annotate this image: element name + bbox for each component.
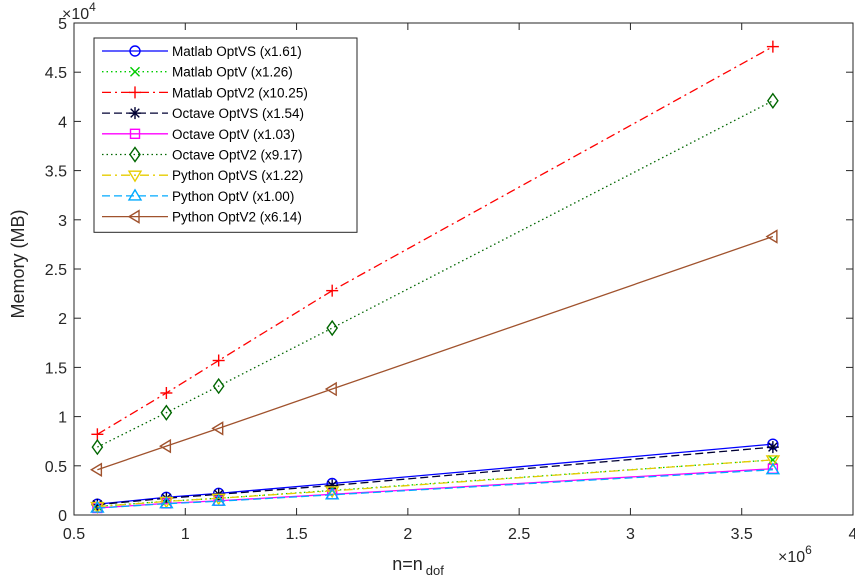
- legend-entry: Matlab OptV2 (x10.25): [102, 85, 308, 100]
- x-tick-label: 3: [626, 526, 635, 543]
- legend: Matlab OptVS (x1.61) Matlab OptV (x1.26) M…: [93, 37, 358, 233]
- legend-entry: Python OptV2 (x6.14): [102, 209, 302, 225]
- legend-label: Matlab OptVS (x1.61): [172, 44, 302, 59]
- y-tick-label: 1: [58, 410, 67, 427]
- data-point-marker: [765, 229, 778, 244]
- data-point-marker: [90, 500, 105, 513]
- legend-label: Octave OptV (x1.03): [172, 127, 295, 142]
- data-point-marker: [324, 487, 340, 500]
- legend-label: Python OptVS (x1.22): [172, 168, 303, 183]
- y-tick-label: 0.5: [45, 459, 67, 476]
- data-point-marker: [91, 428, 104, 441]
- x-tick-label: 2.5: [508, 526, 530, 543]
- y-axis-exponent: ×104: [62, 0, 96, 23]
- data-point-marker: [91, 438, 104, 456]
- y-exponent-base: ×10: [62, 6, 89, 23]
- x-exponent-power: 6: [805, 543, 812, 557]
- x-axis-exponent: ×106: [778, 543, 812, 566]
- data-point-marker: [159, 438, 172, 454]
- y-tick-label: 3.5: [45, 164, 67, 181]
- data-point-marker: [766, 40, 779, 53]
- y-tick-label: 4.5: [45, 65, 67, 82]
- x-tick-label: 2: [403, 526, 412, 543]
- series-layer: [90, 40, 781, 514]
- x-axis-ticks: 0.5 1 1.5 2 2.5 3 3.5 4: [63, 23, 855, 543]
- y-axis-ticks: 0 0.5 1 1.5 2 2.5 3 3.5 4 4.5 5: [45, 16, 853, 525]
- series-6: [91, 92, 779, 456]
- x-tick-label: 3.5: [731, 526, 753, 543]
- data-point-marker: [211, 493, 226, 506]
- y-exponent-power: 4: [89, 0, 96, 14]
- legend-marker: [127, 170, 143, 183]
- legend-marker: [129, 146, 141, 163]
- series-8: [90, 462, 781, 513]
- data-point-marker: [326, 319, 339, 337]
- data-point-marker: [766, 441, 779, 454]
- y-tick-label: 1.5: [45, 360, 67, 377]
- y-tick-label: 2: [58, 311, 67, 328]
- legend-marker: [129, 107, 141, 120]
- series-line: [97, 469, 773, 509]
- x-axis-title-main: n=n: [392, 554, 423, 574]
- y-axis-title: Memory (MB): [8, 210, 28, 319]
- series-9: [90, 229, 778, 477]
- legend-label: Python OptV (x1.00): [172, 189, 294, 204]
- data-point-marker: [326, 284, 339, 297]
- legend-entry: Python OptV (x1.00): [102, 188, 294, 204]
- series-line: [97, 459, 773, 508]
- legend-marker: [129, 86, 141, 99]
- legend-marker: [129, 128, 141, 140]
- legend-label: Octave OptVS (x1.54): [172, 106, 304, 121]
- data-point-marker: [324, 486, 340, 499]
- data-point-marker: [212, 354, 225, 367]
- legend-label: Matlab OptV2 (x10.25): [172, 85, 308, 100]
- y-tick-label: 2.5: [45, 262, 67, 279]
- data-point-marker: [767, 92, 779, 109]
- x-tick-label: 1: [181, 526, 190, 543]
- legend-label: Python OptV2 (x6.14): [172, 210, 302, 225]
- legend-marker: [130, 66, 140, 77]
- legend-marker: [127, 209, 140, 224]
- data-point-marker: [765, 455, 781, 468]
- legend-entry: Octave OptV (x1.03): [102, 127, 295, 142]
- data-point-marker: [767, 454, 778, 465]
- x-tick-label: 0.5: [63, 526, 85, 543]
- data-point-marker: [211, 421, 224, 436]
- data-point-marker: [324, 381, 337, 397]
- legend-marker: [127, 188, 143, 201]
- y-tick-label: 4: [58, 114, 67, 131]
- y-tick-label: 3: [58, 213, 67, 230]
- data-point-marker: [765, 462, 781, 475]
- legend-entry: Octave OptV2 (x9.17): [102, 146, 303, 163]
- data-point-marker: [160, 404, 173, 421]
- series-line: [97, 100, 774, 448]
- data-point-marker: [90, 462, 103, 477]
- data-point-marker: [159, 496, 174, 509]
- y-tick-label: 0: [58, 508, 67, 525]
- legend-label: Octave OptV2 (x9.17): [172, 148, 303, 163]
- legend-entry: Octave OptVS (x1.54): [102, 106, 304, 121]
- legend-entry: Matlab OptV (x1.26): [102, 65, 293, 80]
- series-line: [97, 235, 774, 471]
- legend-entry: Python OptVS (x1.22): [102, 168, 303, 183]
- x-axis-title: n=n dof: [392, 554, 444, 578]
- data-point-marker: [160, 386, 173, 399]
- x-exponent-base: ×10: [778, 549, 805, 566]
- x-tick-label: 1.5: [285, 526, 307, 543]
- data-point-marker: [212, 377, 225, 395]
- legend-label: Matlab OptV (x1.26): [172, 65, 293, 80]
- legend-entry: Matlab OptVS (x1.61): [102, 44, 302, 59]
- x-tick-label: 4: [849, 526, 855, 543]
- y-tick-label: 5: [58, 16, 67, 33]
- legend-marker: [129, 45, 141, 57]
- x-axis-title-subscript: dof: [426, 563, 444, 578]
- series-3: [91, 40, 779, 441]
